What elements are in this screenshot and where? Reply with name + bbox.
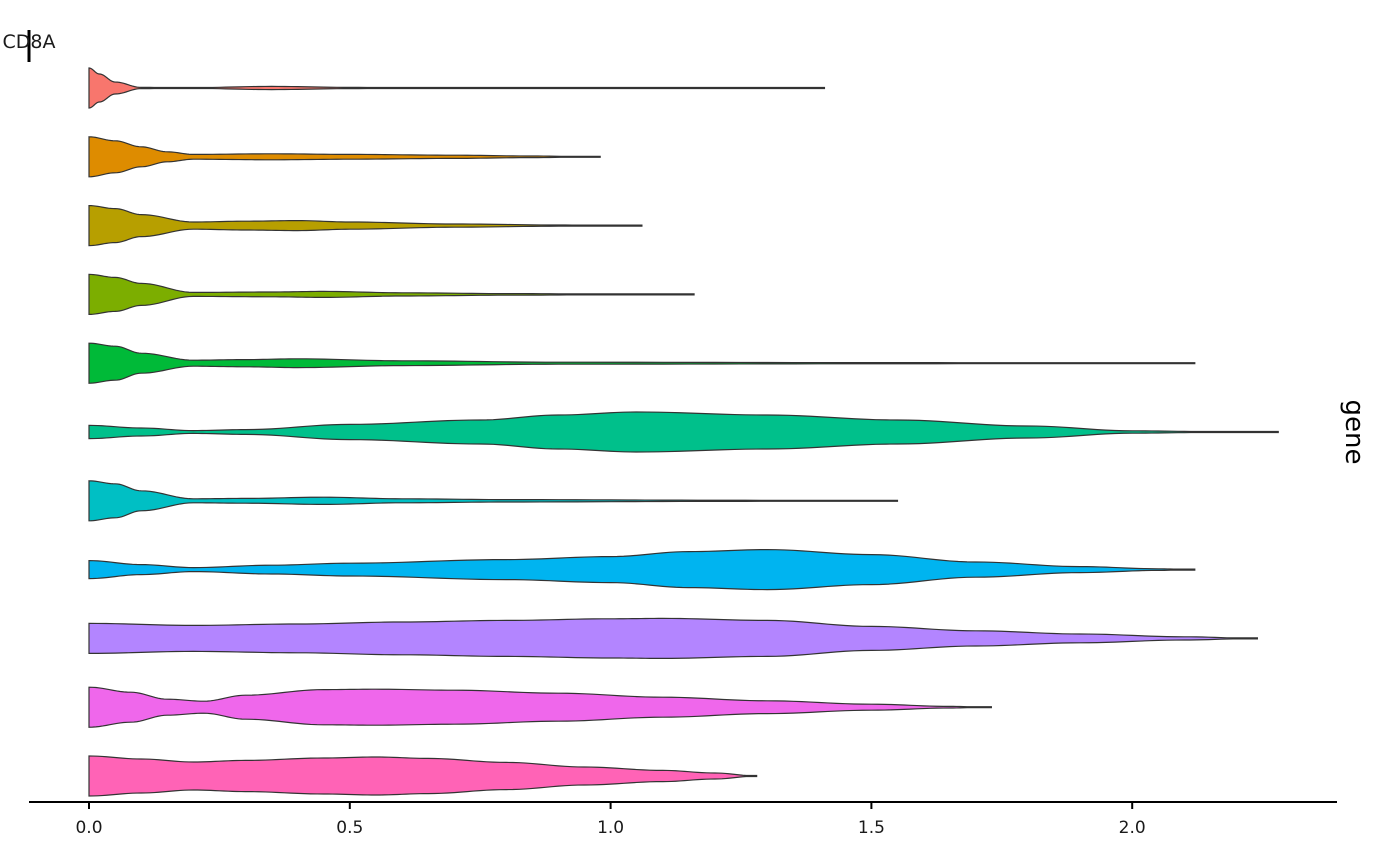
facet-label: CD8A xyxy=(3,31,56,53)
violin-11 xyxy=(88,755,758,797)
violin-10 xyxy=(88,686,992,728)
violin-6 xyxy=(88,411,1279,453)
violin-3 xyxy=(88,204,643,247)
x-tick-label-1: 0.5 xyxy=(336,818,363,838)
violin-8 xyxy=(88,548,1196,591)
x-tick-label-0: 0.0 xyxy=(75,818,102,838)
violin-2 xyxy=(88,136,601,178)
x-tick-label-2: 1.0 xyxy=(597,818,624,838)
violin-group xyxy=(88,67,1279,797)
violin-7 xyxy=(88,480,899,522)
violin-9 xyxy=(88,617,1258,660)
violin-5 xyxy=(88,342,1196,384)
violin-4 xyxy=(88,273,695,316)
x-tick-label-4: 2.0 xyxy=(1119,818,1146,838)
violin-1 xyxy=(88,67,826,109)
x-axis-ticks: 0.0 0.5 1.0 1.5 2.0 xyxy=(75,802,1146,838)
x-tick-label-3: 1.5 xyxy=(858,818,885,838)
strip-label: gene xyxy=(1339,400,1369,465)
